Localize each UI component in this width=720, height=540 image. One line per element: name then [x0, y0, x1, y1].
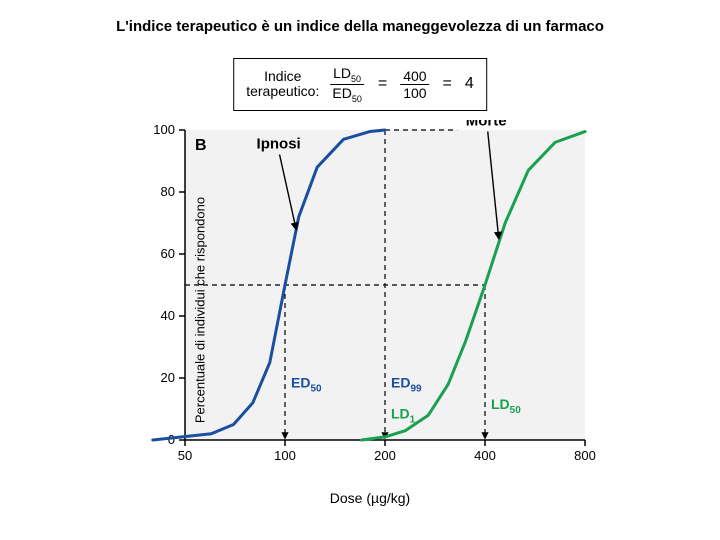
- svg-text:100: 100: [153, 122, 175, 137]
- frac1-num: LD: [333, 65, 351, 81]
- page-title: L'indice terapeutico è un indice della m…: [0, 18, 720, 35]
- svg-text:Ipnosi: Ipnosi: [257, 136, 301, 153]
- svg-text:60: 60: [161, 246, 175, 261]
- svg-text:40: 40: [161, 308, 175, 323]
- svg-text:20: 20: [161, 370, 175, 385]
- y-axis-label: Percentuale di individui che rispondono: [193, 197, 208, 423]
- svg-text:B: B: [195, 137, 207, 154]
- frac1-den: ED: [332, 85, 351, 101]
- chart-container: Percentuale di individui che rispondono …: [135, 120, 605, 500]
- formula-result: 4: [465, 75, 474, 93]
- equals-2: =: [440, 75, 455, 93]
- formula-label: Indice terapeutico:: [246, 69, 319, 100]
- equals-1: =: [375, 75, 390, 93]
- formula-line1: Indice: [264, 68, 301, 84]
- frac2-den: 100: [400, 85, 429, 101]
- svg-text:200: 200: [374, 448, 396, 463]
- svg-text:50: 50: [178, 448, 192, 463]
- formula-line2: terapeutico:: [246, 83, 319, 99]
- frac1-num-sub: 50: [351, 74, 361, 84]
- fraction-ld-ed: LD50 ED50: [329, 65, 364, 104]
- svg-text:100: 100: [274, 448, 296, 463]
- fraction-numbers: 400 100: [400, 68, 429, 101]
- svg-text:80: 80: [161, 184, 175, 199]
- svg-text:800: 800: [574, 448, 596, 463]
- svg-text:Morte: Morte: [466, 120, 507, 130]
- frac1-den-sub: 50: [352, 94, 362, 104]
- formula-box: Indice terapeutico: LD50 ED50 = 400 100 …: [233, 58, 487, 111]
- svg-text:400: 400: [474, 448, 496, 463]
- frac2-num: 400: [400, 68, 429, 85]
- x-axis-label: Dose (µg/kg): [330, 490, 410, 506]
